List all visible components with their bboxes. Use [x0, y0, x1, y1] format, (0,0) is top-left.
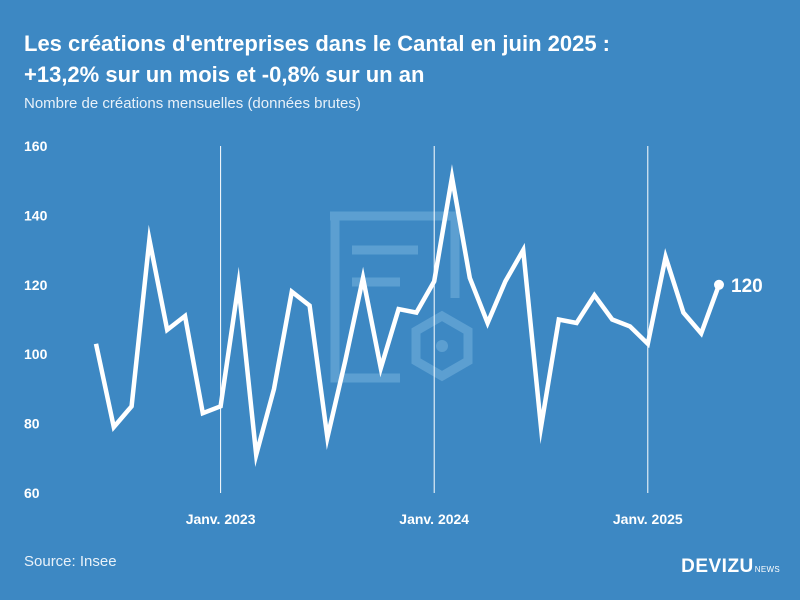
vertical-gridlines [220, 146, 649, 493]
y-tick-label: 140 [24, 207, 48, 223]
x-tick-label: Janv. 2025 [613, 511, 683, 527]
y-tick-label: 120 [24, 277, 48, 293]
watermark-top [330, 211, 460, 298]
watermark-hexagon [411, 310, 473, 382]
series-group: 120 [93, 164, 763, 468]
watermark-logo-icon [330, 211, 473, 383]
title-line-1: Les créations d'entreprises dans le Cant… [24, 31, 610, 56]
y-tick-label: 100 [24, 346, 48, 362]
x-tick-label: Janv. 2023 [186, 511, 256, 527]
brand-logo: DEVIZUNEWS [681, 556, 780, 578]
watermark-dot [436, 340, 448, 352]
last-point-marker [714, 279, 724, 290]
source-note: Source: Insee [24, 553, 117, 570]
y-tick-label: 60 [24, 485, 40, 501]
x-axis-ticks: Janv. 2023 Janv. 2024 Janv. 2025 [186, 511, 683, 527]
y-axis-ticks: 60 80 100 120 140 160 [24, 138, 48, 501]
y-tick-label: 80 [24, 416, 40, 432]
brand-name: DEVIZU [681, 556, 754, 577]
title-line-2: +13,2% sur un mois et -0,8% sur un an [24, 62, 425, 87]
watermark-frame [330, 218, 400, 383]
chart-title: Les créations d'entreprises dans le Cant… [24, 28, 784, 90]
series-line [93, 164, 722, 468]
brand-sub: NEWS [754, 565, 780, 574]
y-tick-label: 160 [24, 138, 48, 154]
end-value-label: 120 [731, 276, 763, 297]
x-tick-label: Janv. 2024 [399, 511, 469, 527]
chart-subtitle: Nombre de créations mensuelles (données … [24, 95, 361, 112]
